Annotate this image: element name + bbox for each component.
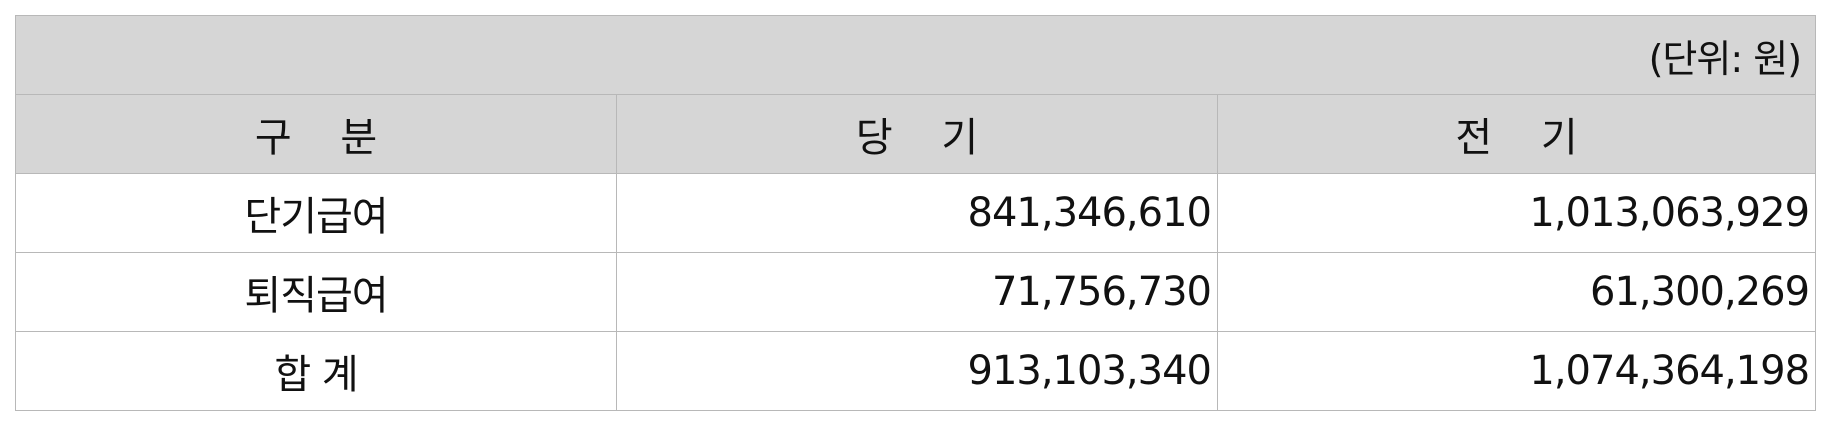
table-row: 단기급여 841,346,610 1,013,063,929 [15, 173, 1817, 253]
prior-value: 1,074,364,198 [1216, 331, 1817, 411]
prior-value: 61,300,269 [1216, 252, 1817, 332]
compensation-table-container: (단위: 원) 구 분 당 기 전 기 단기급여 841,346,610 1,0… [14, 15, 1817, 411]
header-prior-period: 전 기 [1216, 94, 1817, 174]
header-current-period: 당 기 [616, 94, 1218, 174]
unit-row: (단위: 원) [14, 15, 1817, 95]
current-value: 71,756,730 [616, 252, 1218, 332]
total-row: 합 계 913,103,340 1,074,364,198 [15, 331, 1817, 411]
row-label: 퇴직급여 [15, 252, 617, 332]
current-value: 841,346,610 [616, 173, 1218, 253]
header-category: 구 분 [15, 94, 617, 174]
prior-value: 1,013,063,929 [1216, 173, 1817, 253]
current-value: 913,103,340 [616, 331, 1218, 411]
header-row: 구 분 당 기 전 기 [15, 94, 1817, 174]
row-label: 합 계 [15, 331, 617, 411]
row-label: 단기급여 [15, 173, 617, 253]
unit-note: (단위: 원) [14, 15, 1817, 95]
compensation-table: (단위: 원) 구 분 당 기 전 기 단기급여 841,346,610 1,0… [14, 15, 1817, 411]
table-row: 퇴직급여 71,756,730 61,300,269 [15, 252, 1817, 332]
